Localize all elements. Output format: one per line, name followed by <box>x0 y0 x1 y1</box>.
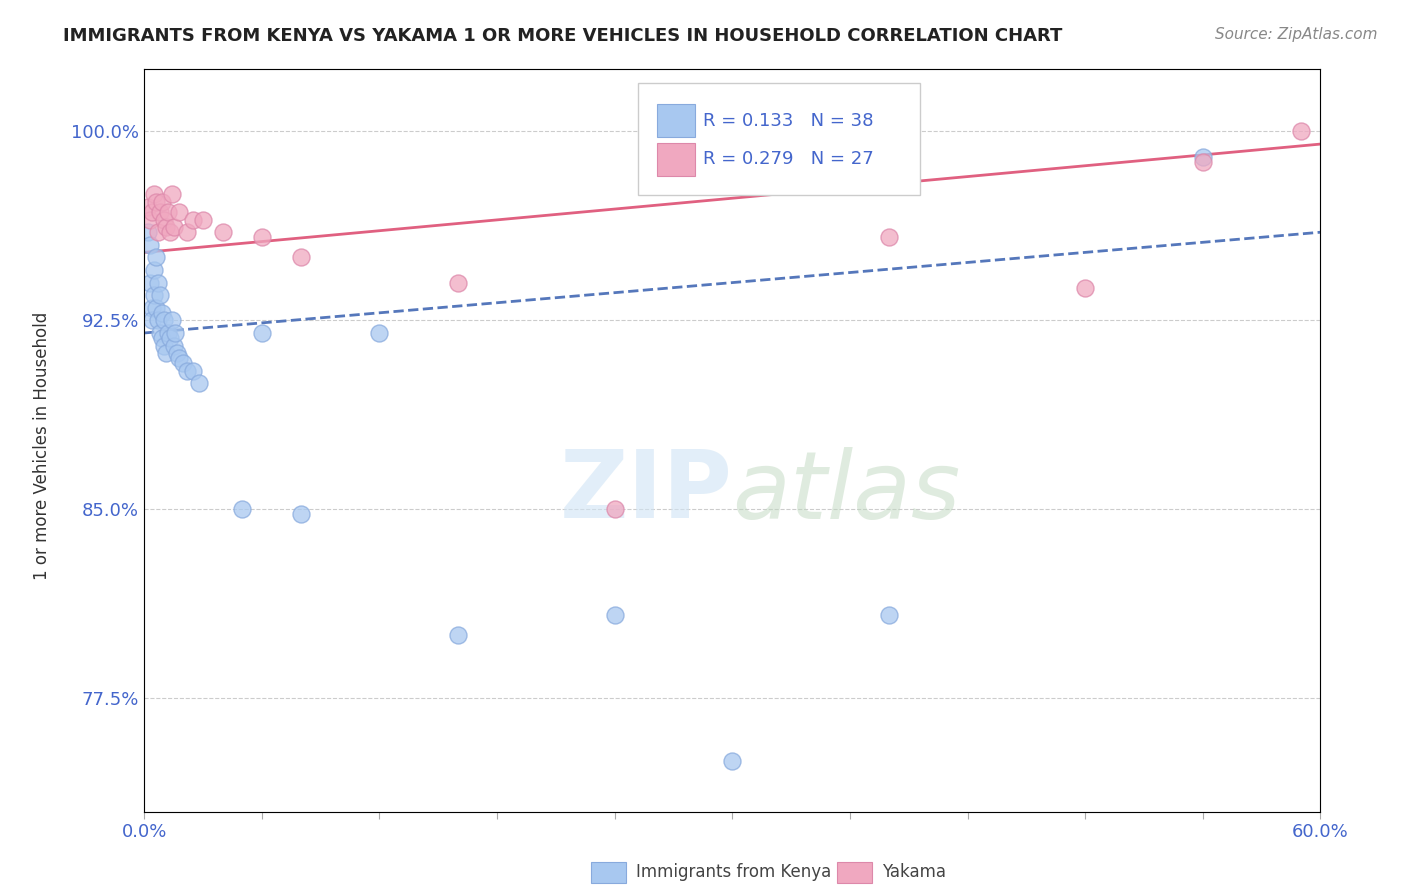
Point <box>172 356 194 370</box>
Point <box>142 288 165 302</box>
Point <box>136 225 159 239</box>
Point <box>141 301 163 315</box>
Point <box>176 364 198 378</box>
Point <box>1191 154 1213 169</box>
Point <box>176 225 198 239</box>
FancyBboxPatch shape <box>657 104 695 136</box>
Point <box>146 225 169 239</box>
Point <box>162 338 184 352</box>
Point <box>181 212 204 227</box>
Point <box>603 608 626 623</box>
Point <box>181 364 204 378</box>
Point <box>160 313 183 327</box>
Point <box>877 608 900 623</box>
Point <box>141 205 163 219</box>
Text: Immigrants from Kenya: Immigrants from Kenya <box>636 863 831 881</box>
FancyBboxPatch shape <box>657 143 695 176</box>
Point <box>145 301 167 315</box>
Point <box>211 225 233 239</box>
Point <box>149 326 172 340</box>
Text: atlas: atlas <box>733 447 960 538</box>
Point <box>145 194 167 209</box>
Point <box>250 230 273 244</box>
Point <box>159 331 181 345</box>
Point <box>159 225 181 239</box>
Text: Yakama: Yakama <box>882 863 946 881</box>
Text: ZIP: ZIP <box>560 446 733 538</box>
Point <box>145 251 167 265</box>
Point <box>146 276 169 290</box>
Point <box>146 313 169 327</box>
Point <box>139 212 162 227</box>
Point <box>152 338 174 352</box>
Point <box>1191 150 1213 164</box>
Point <box>149 205 172 219</box>
Point <box>165 326 187 340</box>
Point <box>169 351 191 366</box>
Text: R = 0.279   N = 27: R = 0.279 N = 27 <box>703 150 873 169</box>
Point <box>155 220 177 235</box>
Point <box>142 187 165 202</box>
Point <box>150 331 173 345</box>
Point <box>141 313 163 327</box>
Point <box>250 326 273 340</box>
Point <box>156 326 179 340</box>
Text: Source: ZipAtlas.com: Source: ZipAtlas.com <box>1215 27 1378 42</box>
Point <box>162 220 184 235</box>
Point <box>191 212 214 227</box>
Point <box>1289 124 1312 138</box>
Point <box>231 502 253 516</box>
Point <box>447 628 470 642</box>
Point <box>368 326 391 340</box>
Point <box>156 205 179 219</box>
Point <box>877 230 900 244</box>
Point <box>721 754 744 768</box>
Point <box>1074 280 1097 294</box>
Text: IMMIGRANTS FROM KENYA VS YAKAMA 1 OR MORE VEHICLES IN HOUSEHOLD CORRELATION CHAR: IMMIGRANTS FROM KENYA VS YAKAMA 1 OR MOR… <box>63 27 1063 45</box>
Point <box>603 502 626 516</box>
Point <box>166 346 188 360</box>
Point <box>155 346 177 360</box>
Point <box>188 376 211 391</box>
FancyBboxPatch shape <box>638 83 921 194</box>
Text: R = 0.133   N = 38: R = 0.133 N = 38 <box>703 112 873 129</box>
Point <box>139 237 162 252</box>
Point <box>150 194 173 209</box>
Point <box>149 288 172 302</box>
Text: 1 or more Vehicles in Household: 1 or more Vehicles in Household <box>34 312 51 580</box>
Point <box>150 306 173 320</box>
Point <box>136 200 159 214</box>
Point <box>160 187 183 202</box>
Point <box>152 212 174 227</box>
Point <box>152 313 174 327</box>
Point <box>169 205 191 219</box>
Point <box>142 263 165 277</box>
Point <box>290 508 312 522</box>
Point <box>139 276 162 290</box>
Point <box>447 276 470 290</box>
Point <box>290 251 312 265</box>
